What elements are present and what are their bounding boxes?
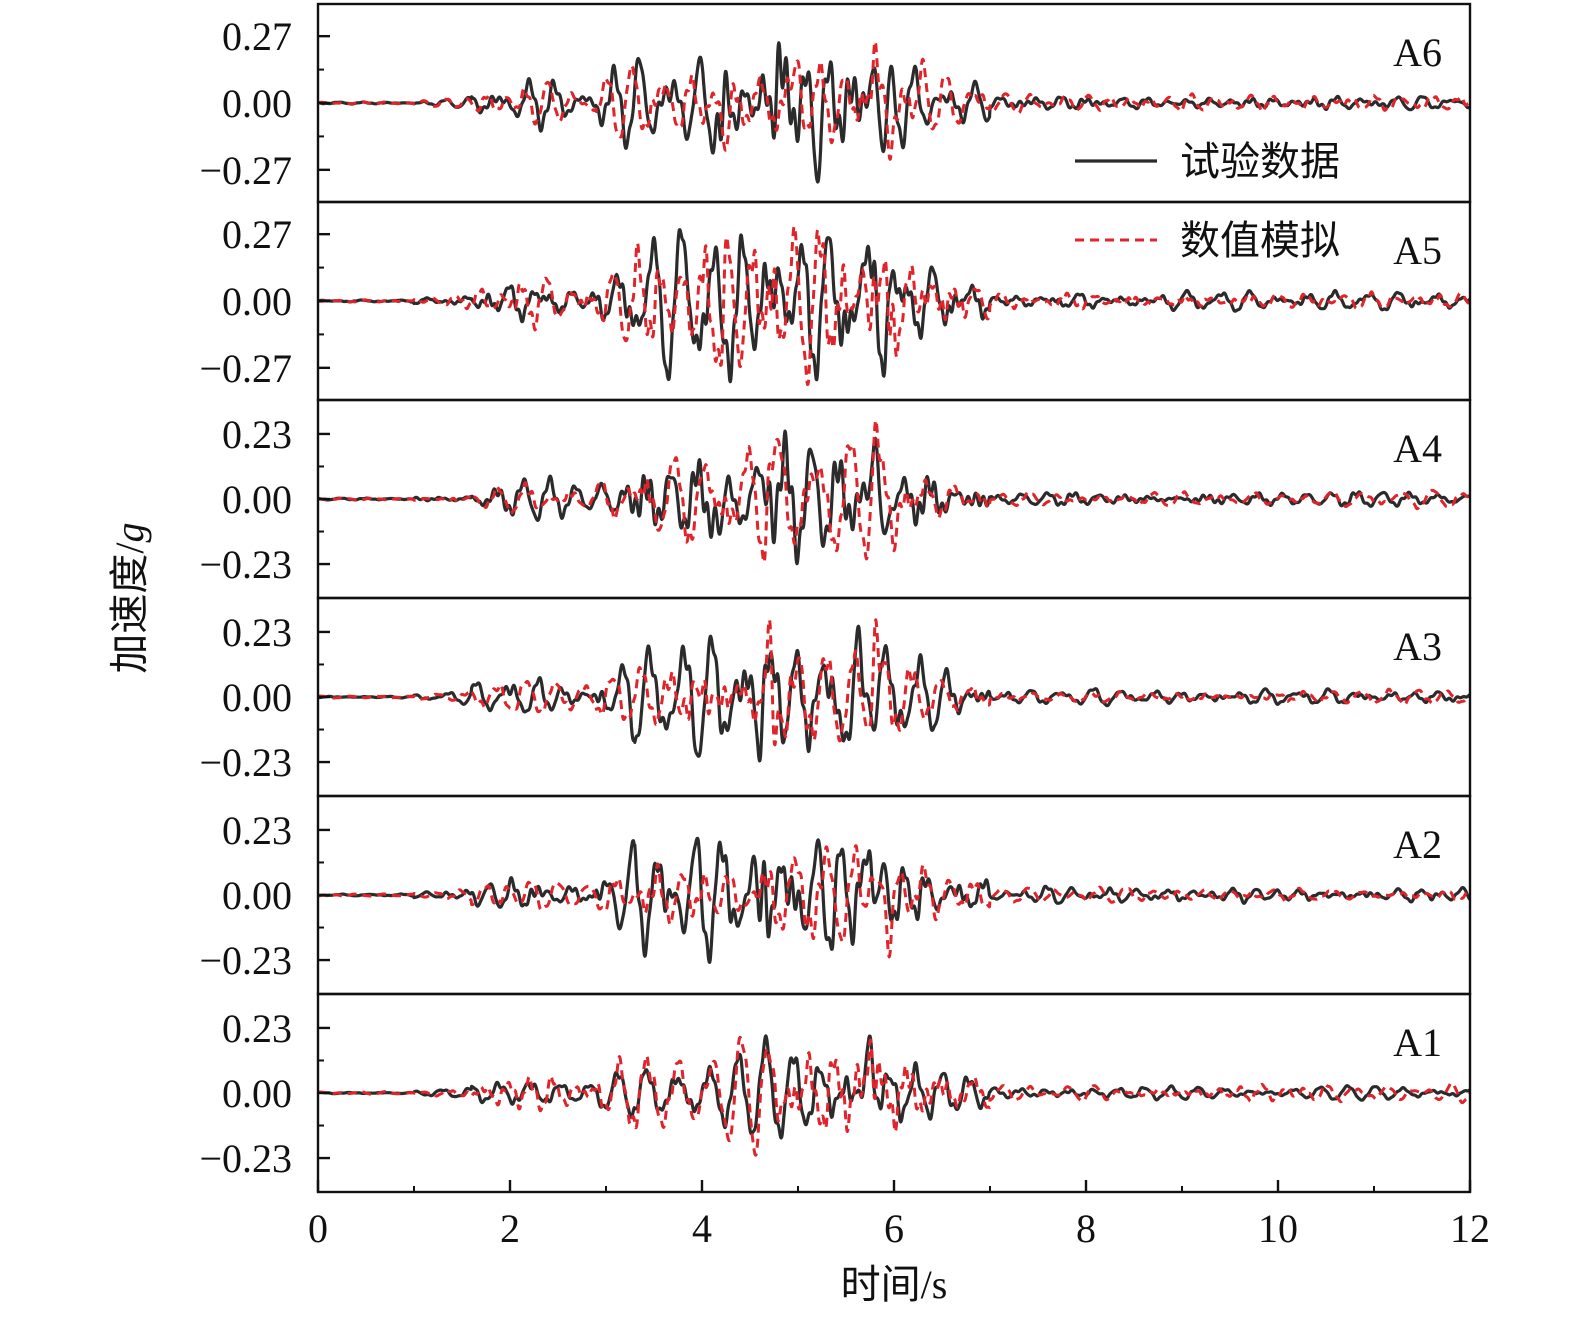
- frame-layer: [316, 2, 1472, 1194]
- y-tick-label-a5-2: −0.27: [199, 346, 292, 391]
- x-axis-title: 时间/s: [841, 1262, 948, 1307]
- y-tick-label-a5-1: 0.00: [222, 279, 292, 324]
- legend-label-sim: 数值模拟: [1180, 218, 1340, 263]
- x-tick-label-1: 2: [500, 1206, 520, 1251]
- panel-a2: [316, 836, 1472, 964]
- y-axis-title-unit: g: [107, 522, 152, 542]
- x-tick-label-2: 4: [692, 1206, 712, 1251]
- y-tick-label-a2-1: 0.00: [222, 873, 292, 918]
- panel-a5: [316, 224, 1472, 387]
- panel-label-a6: A6: [1393, 30, 1442, 75]
- text-layer: 0.27 0.00 −0.27 A6 0.27 0.00 −0.27 A5 0.23 0.00 −0…: [107, 14, 1490, 1307]
- y-tick-label-a1-0: 0.23: [222, 1006, 292, 1051]
- y-tick-label-a3-0: 0.23: [222, 610, 292, 655]
- panel-a3: [316, 618, 1472, 763]
- series-line-test-a2: [316, 836, 1472, 964]
- y-tick-label-a4-2: −0.23: [199, 542, 292, 587]
- panel-label-a3: A3: [1393, 624, 1442, 669]
- panel-a4: [316, 418, 1472, 566]
- panel-label-a5: A5: [1393, 228, 1442, 273]
- y-tick-label-a4-0: 0.23: [222, 412, 292, 457]
- series-line-sim-a3: [317, 618, 1471, 747]
- y-tick-label-a2-0: 0.23: [222, 808, 292, 853]
- series-line-sim-a4: [317, 418, 1471, 564]
- y-tick-label-a5-0: 0.27: [222, 212, 292, 257]
- panel-a1: [316, 1034, 1472, 1157]
- series-line-test-a3: [316, 624, 1472, 763]
- y-tick-label-a6-2: −0.27: [199, 148, 292, 193]
- panel-label-a4: A4: [1393, 426, 1442, 471]
- y-tick-label-a1-1: 0.00: [222, 1071, 292, 1116]
- series-line-test-a1: [316, 1034, 1472, 1140]
- series-line-sim-a1: [317, 1035, 1472, 1157]
- series-line-sim-a5: [317, 224, 1472, 387]
- y-axis-title-main: 加速度/: [107, 542, 152, 674]
- x-tick-label-5: 10: [1258, 1206, 1298, 1251]
- x-tick-label-0: 0: [308, 1206, 328, 1251]
- y-tick-label-a3-2: −0.23: [199, 740, 292, 785]
- y-tick-label-a6-1: 0.00: [222, 81, 292, 126]
- y-tick-label-a3-1: 0.00: [222, 675, 292, 720]
- legend-label-test: 试验数据: [1180, 139, 1340, 184]
- y-tick-label-a4-1: 0.00: [222, 477, 292, 522]
- y-axis-title: 加速度/g: [107, 522, 152, 673]
- series-line-sim-a6: [317, 39, 1472, 161]
- series-line-test-a5: [316, 228, 1472, 384]
- x-tick-label-6: 12: [1450, 1206, 1490, 1251]
- y-tick-label-a2-2: −0.23: [199, 938, 292, 983]
- x-tick-label-3: 6: [884, 1206, 904, 1251]
- series-layer: [316, 39, 1472, 1157]
- panel-label-a1: A1: [1393, 1020, 1442, 1065]
- panel-a6: [316, 39, 1472, 184]
- y-tick-label-a1-2: −0.23: [199, 1136, 292, 1181]
- y-tick-label-a6-0: 0.27: [222, 14, 292, 59]
- panel-label-a2: A2: [1393, 822, 1442, 867]
- x-tick-label-4: 8: [1076, 1206, 1096, 1251]
- series-line-sim-a2: [317, 844, 1471, 959]
